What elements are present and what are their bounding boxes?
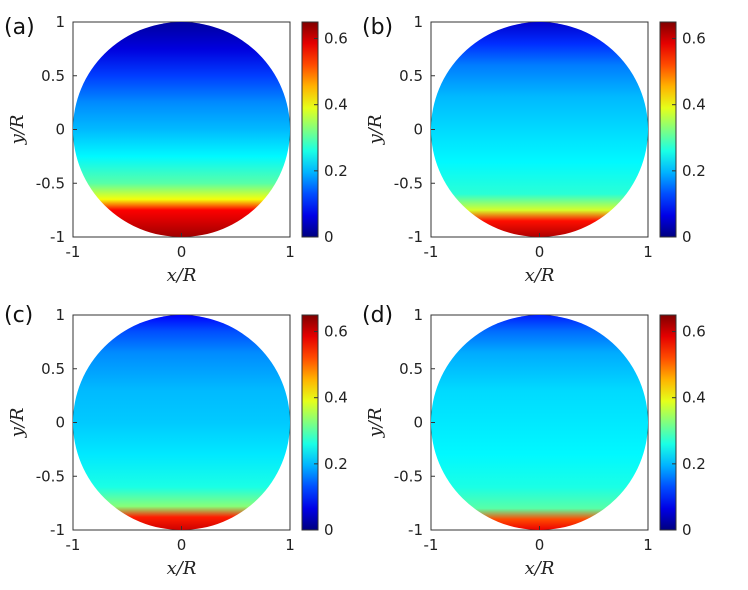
x-tick-label: 0 <box>177 243 187 261</box>
x-tick-label: -1 <box>424 536 439 554</box>
y-tick-label: -0.5 <box>36 467 65 485</box>
x-tick-label: -1 <box>66 536 81 554</box>
y-tick-label: 0 <box>55 414 65 432</box>
colorbar-tick-label: 0.2 <box>682 455 706 473</box>
y-tick-label: 0.5 <box>41 67 65 85</box>
y-tick-label: 0 <box>413 414 423 432</box>
x-tick-label: 1 <box>643 243 653 261</box>
y-tick-label: 0 <box>413 121 423 139</box>
colorbar-tick-label: 0.2 <box>324 162 348 180</box>
x-tick-label: 1 <box>285 243 295 261</box>
y-tick-label: -0.5 <box>394 174 423 192</box>
y-tick-label: 0.5 <box>399 67 423 85</box>
colorbar <box>659 314 677 531</box>
y-axis-label: y/R <box>7 408 28 439</box>
panel-a: -1 0 1 1 0.5 0 -0.5 -1 x/R y/R (a) 0.6 0.4 0.2 0 <box>4 13 348 286</box>
x-axis-label: x/R <box>167 558 197 579</box>
y-tick-label: -1 <box>408 228 423 246</box>
x-tick-label: -1 <box>424 243 439 261</box>
x-tick-label: 1 <box>643 536 653 554</box>
panel-c: -1 0 1 1 0.5 0 -0.5 -1 x/R y/R (c) 0.6 0.4 0.2 0 <box>4 303 348 579</box>
x-tick-label: 1 <box>285 536 295 554</box>
y-axis-label: y/R <box>365 408 386 439</box>
y-axis-label: y/R <box>7 115 28 146</box>
colorbar-tick-label: 0.4 <box>324 389 348 407</box>
y-tick-label: 1 <box>413 306 423 324</box>
y-tick-label: -1 <box>408 521 423 539</box>
field-disk <box>431 22 648 237</box>
panel-d: -1 0 1 1 0.5 0 -0.5 -1 x/R y/R (d) 0.6 0.4 0.2 0 <box>362 303 706 579</box>
colorbar-tick-label: 0 <box>682 228 692 246</box>
colorbar-tick-label: 0.4 <box>682 96 706 114</box>
y-tick-label: -0.5 <box>394 467 423 485</box>
x-tick-label: 0 <box>177 536 187 554</box>
panel-b: -1 0 1 1 0.5 0 -0.5 -1 x/R y/R (b) 0.6 0.4 0.2 0 <box>362 13 706 286</box>
colorbar-tick-label: 0.6 <box>682 30 706 48</box>
field-disk <box>73 315 290 530</box>
panel-label: (a) <box>4 15 35 40</box>
y-tick-label: 0.5 <box>399 360 423 378</box>
y-tick-label: -0.5 <box>36 174 65 192</box>
y-tick-label: 0 <box>55 121 65 139</box>
colorbar <box>659 21 677 238</box>
colorbar-tick-label: 0.2 <box>324 455 348 473</box>
panel-label: (d) <box>362 303 393 328</box>
colorbar-tick-label: 0.4 <box>324 96 348 114</box>
y-tick-label: 0.5 <box>41 360 65 378</box>
y-tick-label: -1 <box>50 521 65 539</box>
colorbar-tick-label: 0 <box>682 521 692 539</box>
colorbar-tick-label: 0 <box>324 228 334 246</box>
field-disk <box>73 22 290 237</box>
x-tick-label: 0 <box>535 243 545 261</box>
x-axis-label: x/R <box>167 265 197 286</box>
y-tick-label: 1 <box>55 306 65 324</box>
field-disk <box>431 315 648 530</box>
colorbar <box>301 314 319 531</box>
colorbar-tick-label: 0.6 <box>324 30 348 48</box>
panel-label: (b) <box>362 15 393 40</box>
y-axis-label: y/R <box>365 115 386 146</box>
x-axis-label: x/R <box>525 265 555 286</box>
y-tick-label: 1 <box>413 13 423 31</box>
y-tick-label: -1 <box>50 228 65 246</box>
y-tick-label: 1 <box>55 13 65 31</box>
x-axis-label: x/R <box>525 558 555 579</box>
colorbar <box>301 21 319 238</box>
colorbar-tick-label: 0.6 <box>324 323 348 341</box>
colorbar-tick-label: 0.2 <box>682 162 706 180</box>
x-tick-label: -1 <box>66 243 81 261</box>
colorbar-tick-label: 0.4 <box>682 389 706 407</box>
x-tick-label: 0 <box>535 536 545 554</box>
colorbar-tick-label: 0 <box>324 521 334 539</box>
colorbar-tick-label: 0.6 <box>682 323 706 341</box>
panel-label: (c) <box>4 303 33 328</box>
